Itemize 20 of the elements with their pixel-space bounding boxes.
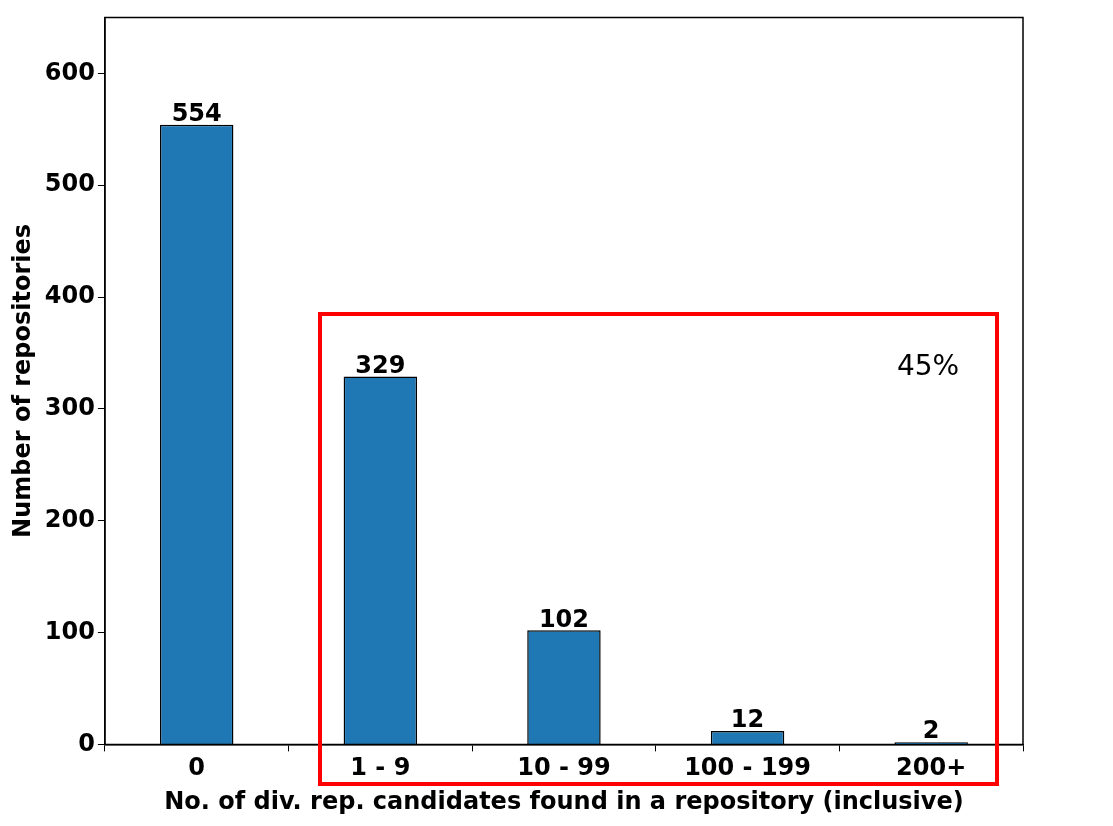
y-tick-label: 600 <box>44 57 95 86</box>
y-tick-label: 500 <box>44 169 95 198</box>
y-tick-label: 300 <box>44 393 95 422</box>
y-axis-title: Number of repositories <box>7 223 36 538</box>
x-tick-label: 10 - 99 <box>517 753 611 782</box>
data-label: 12 <box>730 705 765 734</box>
y-tick-label: 0 <box>78 728 95 757</box>
x-tick-label: 200+ <box>896 753 967 782</box>
x-tick-label: 1 - 9 <box>350 753 411 782</box>
y-tick-label: 100 <box>44 616 95 645</box>
data-label: 554 <box>171 99 222 128</box>
x-axis-title: No. of div. rep. candidates found in a repository (inclusive) <box>164 786 964 815</box>
data-label: 329 <box>355 350 406 379</box>
y-tick-label: 400 <box>44 281 95 310</box>
data-label: 102 <box>538 604 589 633</box>
x-tick-label: 0 <box>188 753 206 782</box>
data-label: 2 <box>922 716 940 745</box>
annotation: 45% <box>896 348 960 382</box>
y-tick-label: 200 <box>44 504 95 533</box>
x-tick-label: 100 - 199 <box>684 753 812 782</box>
